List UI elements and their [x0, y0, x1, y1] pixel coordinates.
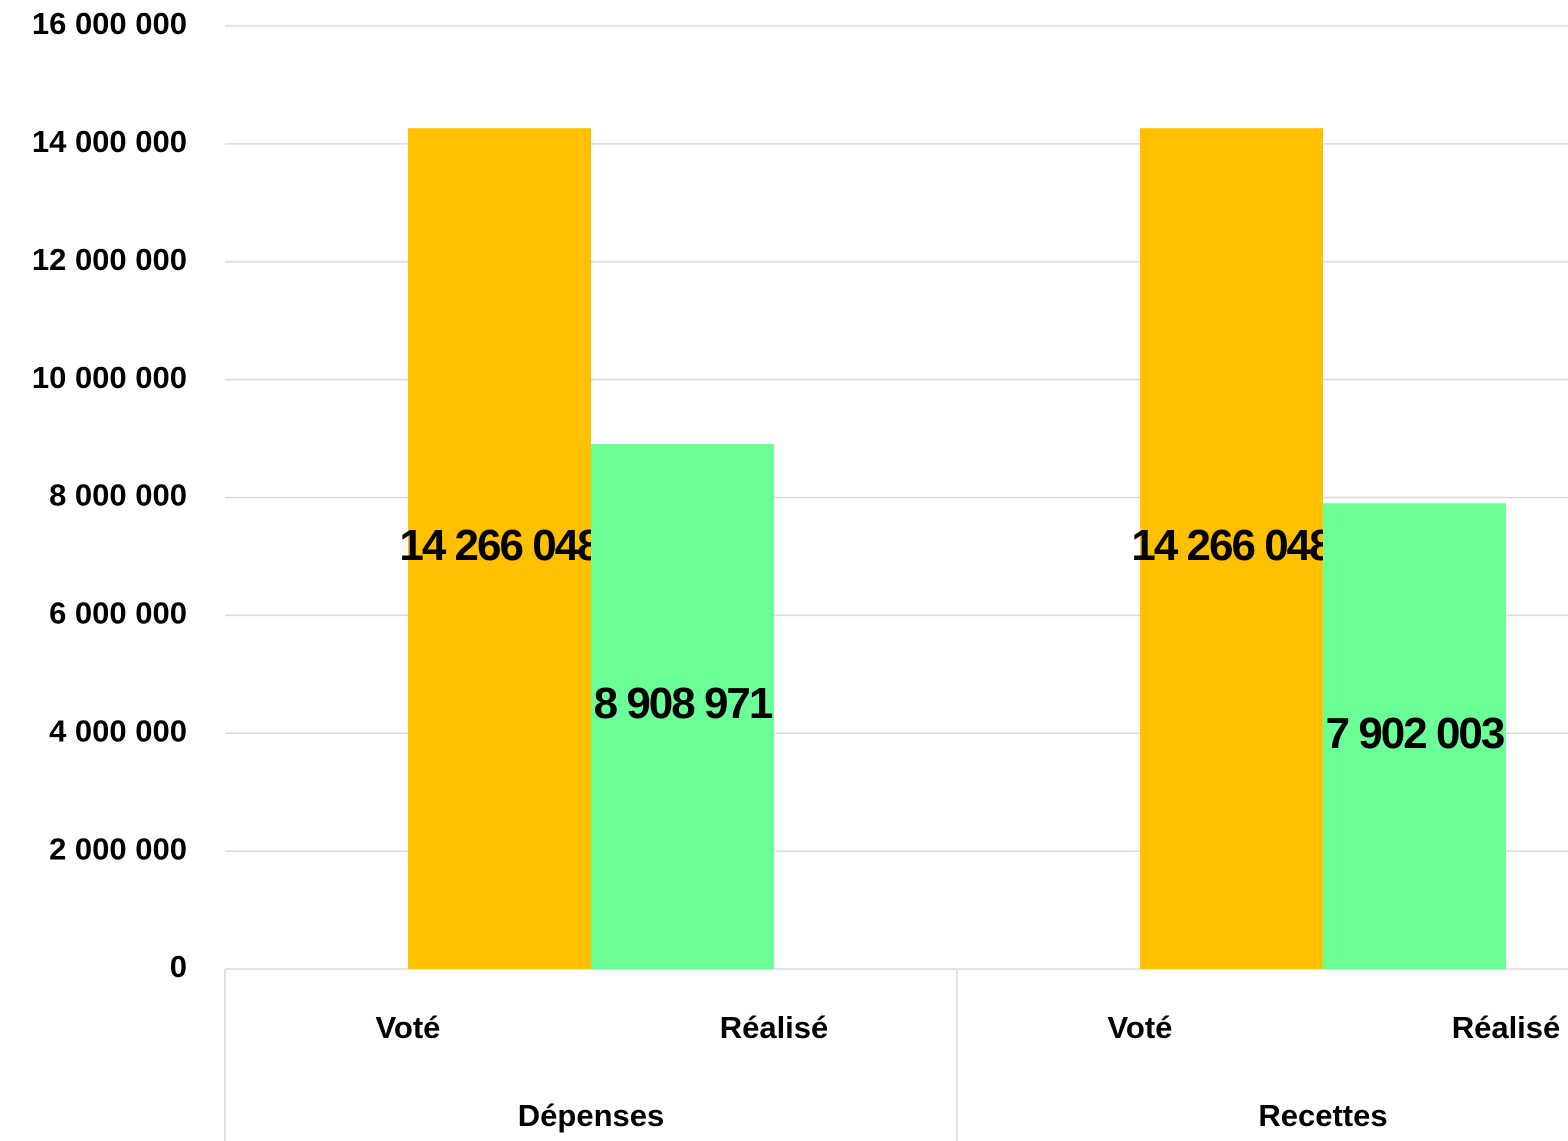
series-label: Réalisé	[720, 1010, 829, 1045]
y-tick-label: 16 000 000	[32, 6, 187, 41]
series-label: Réalisé	[1452, 1010, 1561, 1045]
series-label: Voté	[376, 1010, 441, 1045]
y-tick-label: 4 000 000	[49, 713, 187, 748]
y-tick-label: 10 000 000	[32, 360, 187, 395]
x-tick-label: Dépenses	[518, 1098, 664, 1133]
bar	[591, 443, 774, 970]
data-label: 8 908 971	[594, 679, 773, 728]
series-label: Voté	[1108, 1010, 1173, 1045]
y-tick-label: 8 000 000	[49, 478, 187, 513]
data-label: 14 266 048	[399, 521, 601, 570]
y-tick-label: 0	[170, 949, 187, 984]
bar	[1140, 128, 1323, 969]
x-tick-label: Recettes	[1258, 1098, 1387, 1133]
data-label: 14 266 048	[1131, 521, 1333, 570]
data-label: 7 902 003	[1326, 709, 1504, 758]
y-tick-label: 12 000 000	[32, 242, 187, 277]
y-tick-label: 14 000 000	[32, 124, 187, 159]
bar	[408, 128, 591, 969]
y-tick-label: 6 000 000	[49, 596, 187, 631]
y-tick-label: 2 000 000	[49, 831, 187, 866]
bar	[1323, 503, 1506, 969]
